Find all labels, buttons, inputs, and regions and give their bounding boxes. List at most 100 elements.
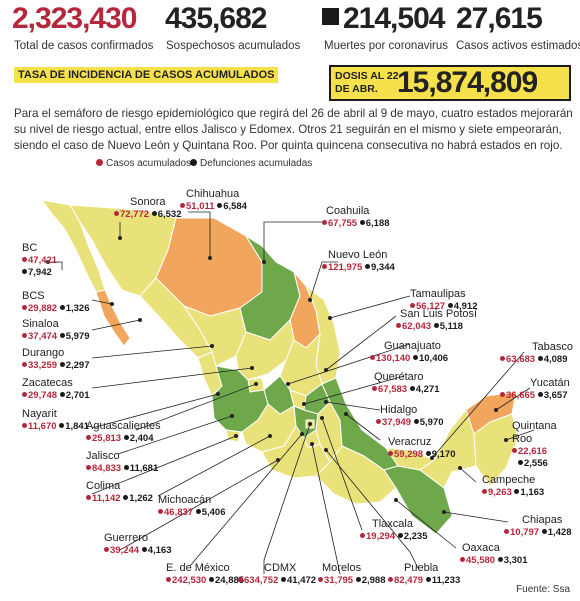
- state-cases: 37,474: [22, 331, 57, 342]
- state-label-oaxaca: Oaxaca 45,580 3,301: [460, 542, 527, 567]
- state-label-campeche: Campeche 9,263 1,163: [482, 474, 544, 499]
- state-name: Sonora: [130, 196, 166, 208]
- map-bcs: [95, 289, 131, 347]
- state-name: Nayarit: [22, 408, 57, 420]
- state-cases: 634,752: [238, 575, 278, 586]
- state-label-yucatan: Yucatán 36,665 3,657: [500, 377, 570, 402]
- state-cases: 63,683: [500, 354, 535, 365]
- state-name: Sinaloa: [22, 318, 59, 330]
- state-name: Chihuahua: [186, 188, 240, 200]
- state-label-nayarit: Nayarit 11,670 1,841: [22, 408, 89, 433]
- state-label-coahuila: Coahuila 67,755 6,188: [322, 205, 389, 230]
- state-deaths: 1,841: [59, 421, 89, 432]
- state-name: Guanajuato: [384, 340, 441, 352]
- state-name: Tamaulipas: [410, 288, 466, 300]
- state-name: Zacatecas: [22, 377, 73, 389]
- legend-deaths-label: Defunciones acumuladas: [200, 158, 313, 169]
- state-name: Aguascalientes: [86, 420, 161, 432]
- state-name: BC: [22, 242, 38, 254]
- state-label-chiapas: Chiapas 10,797 1,428: [504, 514, 571, 539]
- state-cases: 56,127: [410, 301, 445, 312]
- state-label-sonora: Sonora 72,772 6,532: [114, 196, 181, 221]
- state-deaths: 3,301: [498, 555, 528, 566]
- state-deaths: 11,681: [124, 463, 159, 474]
- state-label-veracruz: Veracruz 59,298 9,170: [388, 436, 455, 461]
- state-cases: 29,748: [22, 390, 57, 401]
- state-cases: 242,530: [166, 575, 206, 586]
- state-label-bcs: BCS 29,882 1,326: [22, 290, 89, 315]
- state-name: BCS: [22, 290, 45, 302]
- state-label-quintanaroo: Quintana Roo 22,616 2,556: [512, 420, 576, 470]
- state-deaths: 5,118: [434, 321, 463, 332]
- state-name: Campeche: [482, 474, 536, 486]
- stat-deaths-value: 214,504: [343, 2, 445, 35]
- map-guerrero: [261, 425, 331, 479]
- state-cases: 36,665: [500, 390, 535, 401]
- state-name: Guerrero: [104, 532, 149, 544]
- state-cases: 45,580: [460, 555, 495, 566]
- state-label-zacatecas: Zacatecas 29,748 2,701: [22, 377, 89, 402]
- state-deaths: 6,532: [152, 209, 182, 220]
- state-label-slp: San Luis Potosí 62,043 5,118: [396, 308, 477, 333]
- state-deaths: 2,297: [60, 360, 90, 371]
- state-name: Querétaro: [374, 371, 424, 383]
- state-name: Tlaxcala: [372, 518, 413, 530]
- state-deaths: 3,657: [538, 390, 568, 401]
- state-cases: 62,043: [396, 321, 431, 332]
- state-cases: 47,421: [22, 255, 57, 267]
- legend-cases-label: Casos acumulados: [106, 158, 192, 169]
- state-name: Durango: [22, 347, 65, 359]
- state-deaths: 10,406: [413, 353, 448, 364]
- state-cases: 19,294: [360, 531, 395, 542]
- state-cases: 59,298: [388, 449, 423, 460]
- stat-suspected-value: 435,682: [165, 2, 267, 35]
- state-label-cdmx: CDMX 634,752 41,472: [238, 562, 316, 587]
- state-deaths: 11,233: [426, 575, 461, 586]
- state-label-tabasco: Tabasco 63,683 4,089: [500, 341, 573, 366]
- state-label-colima: Colima 11,142 1,262: [86, 480, 153, 505]
- state-name: Colima: [86, 480, 121, 492]
- state-deaths: 1,428: [542, 527, 572, 538]
- state-cases: 72,772: [114, 209, 149, 220]
- state-deaths: 5,979: [60, 331, 90, 342]
- state-name: E. de México: [166, 562, 230, 574]
- state-cases: 31,795: [318, 575, 353, 586]
- state-cases: 121,975: [322, 262, 362, 273]
- state-name: Michoacán: [158, 494, 212, 506]
- state-cases: 9,263: [482, 487, 512, 498]
- state-cases: 29,882: [22, 303, 57, 314]
- state-deaths: 4,271: [410, 384, 440, 395]
- state-deaths: 5,970: [414, 417, 444, 428]
- state-cases: 37,949: [376, 417, 411, 428]
- state-cases: 22,616: [512, 446, 576, 458]
- state-cases: 39,244: [104, 545, 139, 556]
- red-dot-icon: [96, 159, 103, 166]
- state-name: Oaxaca: [462, 542, 500, 554]
- state-name: CDMX: [264, 562, 297, 574]
- black-dot-icon: [190, 159, 197, 166]
- state-deaths: 4,089: [538, 354, 568, 365]
- state-deaths: 2,235: [398, 531, 428, 542]
- state-label-michoacan: Michoacán 46,837 5,406: [158, 494, 225, 519]
- state-deaths: 9,170: [426, 449, 456, 460]
- doses-value: 15,874,809: [397, 66, 538, 99]
- state-cases: 46,837: [158, 507, 193, 518]
- state-label-guanajuato: Guanajuato 130,140 10,406: [370, 340, 448, 365]
- state-cases: 130,140: [370, 353, 410, 364]
- state-deaths: 1,262: [123, 493, 153, 504]
- stat-active-label: Casos activos estimados: [456, 40, 580, 52]
- state-name: Chiapas: [522, 514, 563, 526]
- stat-total-cases-value: 2,323,430: [12, 2, 137, 35]
- state-deaths: 1,163: [514, 487, 544, 498]
- state-cases: 51,011: [180, 201, 215, 212]
- state-deaths: 1,326: [60, 303, 90, 314]
- state-label-edomex: E. de México 242,530 24,885: [166, 562, 244, 587]
- state-name: San Luis Potosí: [400, 308, 478, 320]
- state-deaths: 7,942: [22, 267, 57, 279]
- legend-cases: Casos acumulados: [96, 158, 191, 169]
- state-cases: 11,670: [22, 421, 57, 432]
- state-deaths: 2,701: [60, 390, 90, 401]
- state-label-tlaxcala: Tlaxcala 19,294 2,235: [360, 518, 427, 543]
- legend-deaths: Defunciones acumuladas: [190, 158, 312, 169]
